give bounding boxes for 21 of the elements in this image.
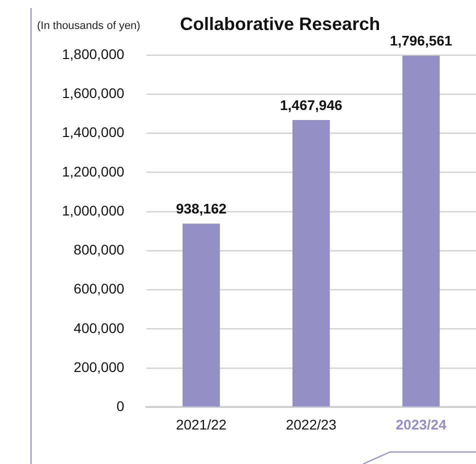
y-tick-label: 1,800,000: [62, 46, 124, 62]
y-tick-label: 600,000: [74, 280, 124, 297]
bar: [402, 56, 440, 406]
data-label: 938,162: [176, 200, 227, 217]
y-tick-label: 1,000,000: [62, 202, 124, 218]
x-tick-label: 2021/22: [176, 416, 227, 432]
y-axis-title: (In thousands of yen): [37, 20, 140, 32]
y-tick-label: 1,600,000: [62, 84, 124, 101]
x-tick-label: 2023/24: [396, 416, 447, 432]
x-tick-label: 2022/23: [286, 416, 337, 432]
y-tick-label: 1,200,000: [62, 163, 124, 180]
y-tick-label: 0: [116, 398, 124, 414]
y-tick-label: 200,000: [74, 358, 124, 375]
y-tick-label: 800,000: [74, 242, 124, 258]
data-label: 1,467,946: [280, 96, 342, 113]
data-label: 1,796,561: [390, 32, 452, 49]
bar: [292, 120, 330, 406]
bar: [182, 224, 220, 406]
y-tick-label: 400,000: [74, 320, 124, 336]
chart-title: Collaborative Research: [180, 14, 380, 34]
y-tick-label: 1,400,000: [62, 124, 124, 140]
